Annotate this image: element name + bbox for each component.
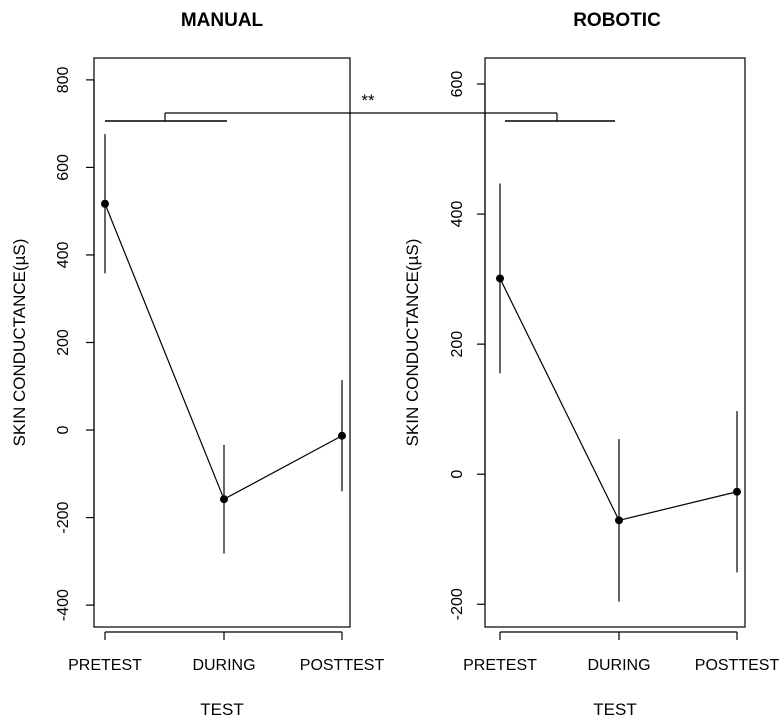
robotic-panel: ROBOTIC -200 0 200 400 600 SKIN CONDUCTANCE(µS… (403, 10, 779, 719)
y-tick-label: -200 (55, 501, 72, 533)
plot-frame (484, 57, 746, 628)
x-tick-label: POSTTEST (695, 657, 780, 674)
data-point (220, 495, 228, 504)
y-tick-label: 0 (449, 470, 466, 479)
data-point (101, 199, 109, 208)
chart-title: ROBOTIC (573, 10, 661, 31)
data-point (733, 487, 741, 496)
y-axis-label: SKIN CONDUCTANCE(µS) (10, 239, 29, 447)
y-tick-label: 200 (55, 329, 72, 356)
data-point (615, 516, 623, 525)
x-tick-label: POSTTEST (300, 657, 385, 674)
data-point (338, 431, 346, 440)
x-tick-label: DURING (192, 657, 255, 674)
significance-bracket: ** (105, 91, 615, 122)
x-axis-label: TEST (200, 700, 243, 719)
y-tick-label: 400 (55, 242, 72, 269)
data-point (496, 274, 504, 283)
y-tick-label: 400 (449, 201, 466, 228)
significance-label: ** (361, 91, 375, 110)
x-tick-label: PRETEST (68, 657, 142, 674)
x-tick-label: PRETEST (463, 657, 537, 674)
y-tick-label: -200 (449, 588, 466, 620)
manual-panel: MANUAL -400 -200 0 200 400 600 800 SKIN CONDUCTA… (10, 10, 384, 719)
y-axis-label: SKIN CONDUCTANCE(µS) (403, 239, 422, 447)
y-tick-label: -400 (55, 589, 72, 621)
plot-frame (93, 57, 351, 628)
chart-title: MANUAL (181, 10, 264, 31)
y-tick-label: 600 (55, 154, 72, 181)
x-tick-label: DURING (587, 657, 650, 674)
y-tick-label: 0 (55, 425, 72, 434)
x-axis-label: TEST (593, 700, 636, 719)
y-tick-label: 800 (55, 66, 72, 93)
y-tick-label: 200 (449, 331, 466, 358)
y-tick-label: 600 (449, 71, 466, 98)
